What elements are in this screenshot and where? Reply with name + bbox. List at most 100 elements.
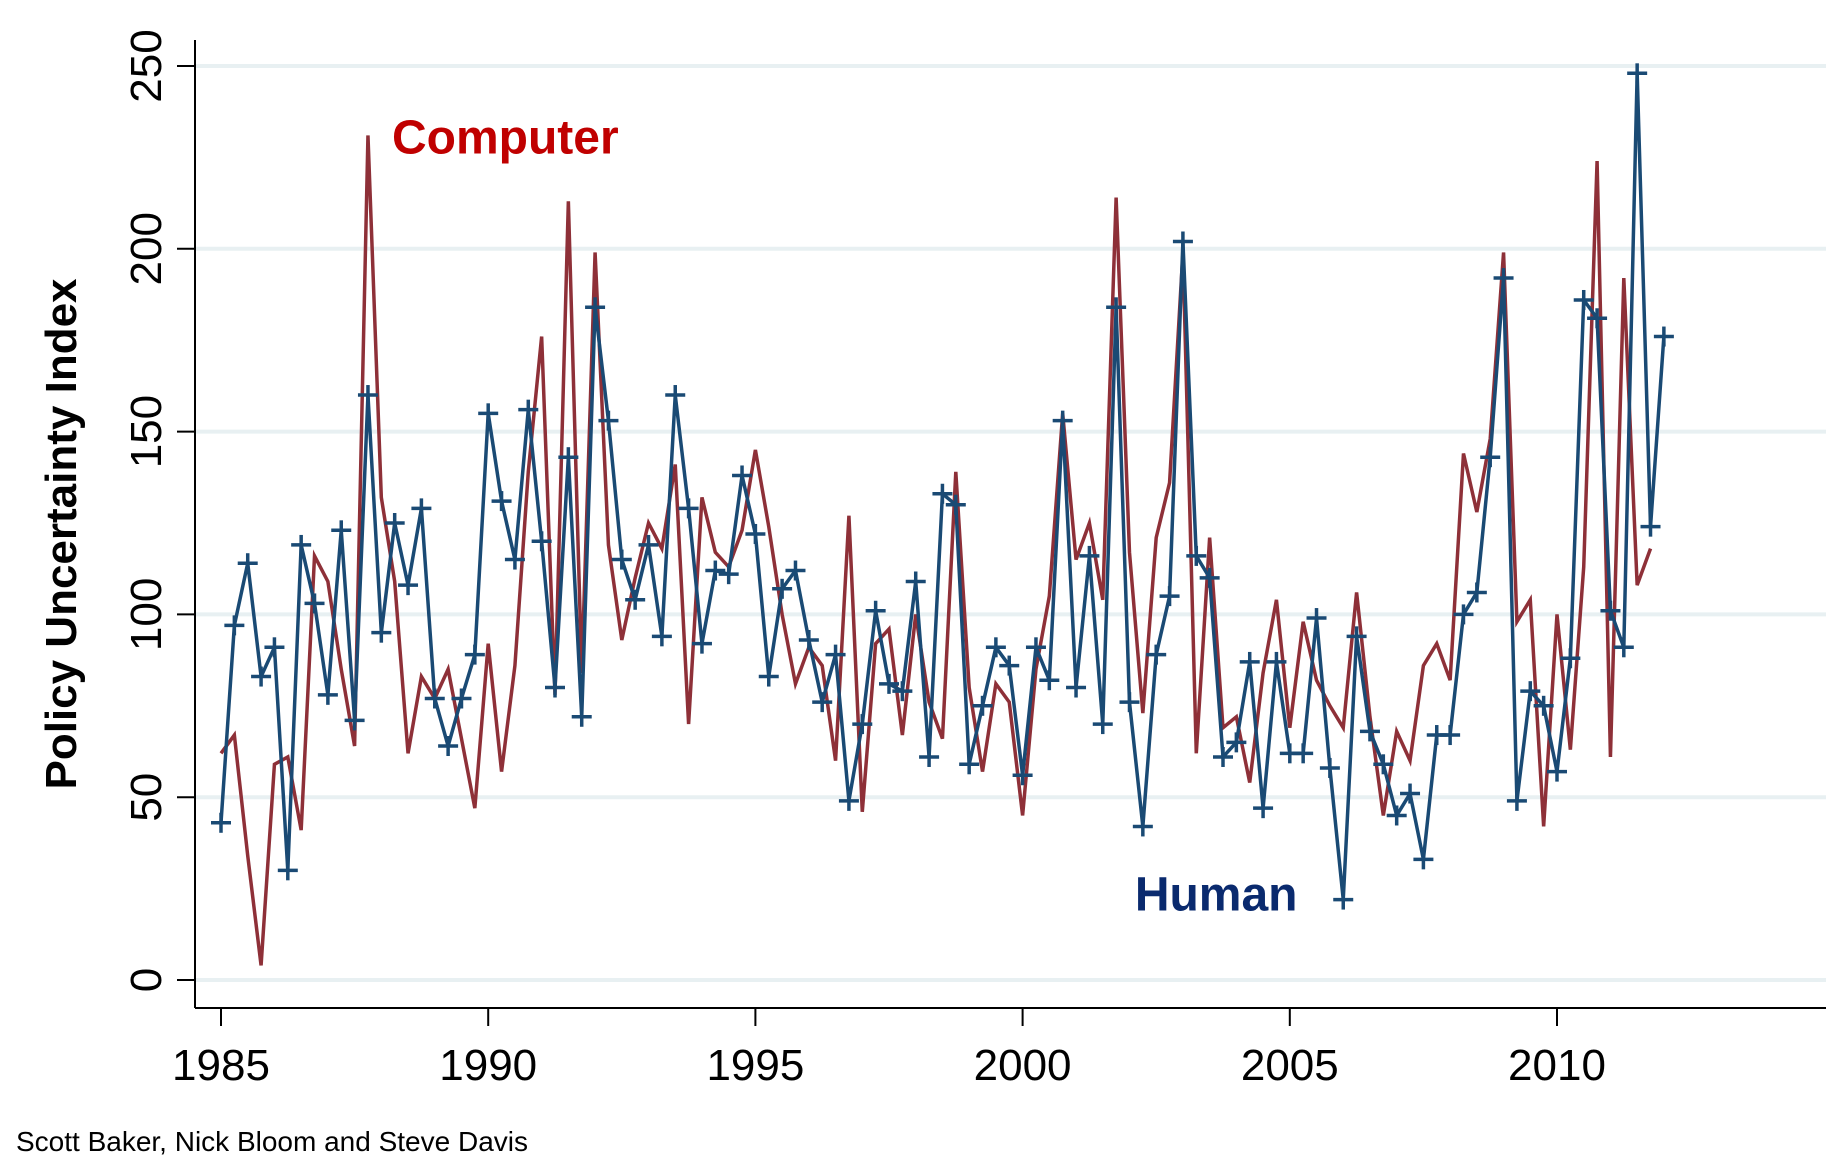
x-tick-label: 2010 (1508, 1041, 1606, 1090)
data-point-marker (999, 655, 1020, 676)
data-point-marker (919, 746, 940, 767)
data-point-marker (1547, 761, 1567, 782)
data-point-marker (625, 589, 646, 610)
data-point-marker (277, 860, 298, 881)
data-point-marker (1386, 805, 1407, 826)
data-point-marker (1039, 670, 1060, 691)
data-point-marker (1453, 604, 1474, 625)
data-point-marker (959, 754, 980, 775)
data-point-marker (1253, 798, 1274, 819)
data-point-marker (384, 513, 405, 533)
x-tick-label: 2005 (1241, 1041, 1339, 1090)
data-point-marker (838, 790, 859, 811)
data-point-marker (1239, 651, 1260, 672)
data-point-marker (1613, 637, 1634, 658)
data-point-marker (611, 549, 632, 570)
data-point-marker (852, 714, 873, 735)
data-point-marker (945, 494, 966, 515)
data-point-marker (905, 571, 926, 592)
data-point-marker (651, 626, 672, 647)
data-point-marker (1400, 783, 1421, 804)
data-point-marker (1213, 746, 1233, 767)
data-point-marker (1440, 725, 1461, 746)
data-point-marker (1587, 308, 1608, 329)
data-point-marker (705, 560, 726, 581)
data-point-marker (1506, 790, 1527, 811)
data-point-marker (1146, 644, 1167, 665)
data-point-marker (665, 385, 686, 406)
data-point-marker (1066, 677, 1087, 698)
data-point-marker (1533, 695, 1554, 716)
data-point-marker (558, 447, 579, 468)
data-point-marker (331, 520, 352, 541)
series-human (211, 63, 1674, 910)
x-tick-label: 1985 (172, 1041, 270, 1090)
data-point-marker (518, 399, 539, 420)
data-point-marker (1600, 600, 1621, 621)
data-point-marker (317, 684, 338, 705)
data-point-marker (798, 629, 819, 650)
data-point-marker (892, 681, 913, 702)
data-point-marker (865, 600, 886, 621)
data-point-marker (1226, 732, 1247, 753)
data-point-marker (451, 688, 472, 709)
series-computer (219, 135, 1653, 966)
data-point-marker (304, 593, 325, 614)
data-point-marker (1186, 545, 1207, 566)
gridlines (195, 64, 1826, 982)
data-point-marker (1520, 681, 1541, 702)
data-point-marker (211, 812, 231, 833)
data-point-marker (1560, 648, 1581, 669)
y-axis-label: Policy Uncertainty Index (37, 278, 86, 790)
data-point-marker (424, 688, 445, 709)
data-point-marker (1359, 721, 1380, 742)
data-point-marker (1172, 231, 1193, 252)
data-point-marker (598, 410, 619, 431)
data-point-marker (638, 534, 659, 555)
y-tick-label: 50 (122, 773, 171, 822)
data-point-marker (678, 498, 699, 519)
data-point-marker (545, 677, 565, 698)
series-layer (211, 63, 1674, 966)
data-point-marker (772, 578, 793, 599)
data-point-marker (1052, 410, 1073, 431)
y-tick-label: 150 (122, 395, 171, 468)
data-point-marker (531, 531, 552, 552)
data-point-marker (491, 491, 512, 512)
y-ticks: 0 50 100 150 200 250 (122, 29, 195, 992)
data-point-marker (1573, 289, 1594, 310)
data-point-marker (398, 575, 419, 596)
data-point-marker (812, 692, 833, 713)
data-point-marker (732, 465, 753, 486)
x-tick-label: 1995 (706, 1041, 804, 1090)
axes (194, 40, 1826, 1009)
x-tick-label: 2000 (974, 1041, 1072, 1090)
data-point-marker (745, 523, 766, 544)
author-credit: Scott Baker, Nick Bloom and Steve Davis (16, 1126, 528, 1157)
y-tick-label: 0 (122, 968, 171, 992)
data-point-marker (1079, 545, 1100, 566)
x-ticks: 1985 1990 1995 2000 2005 2010 (172, 1008, 1606, 1090)
data-point-marker (1159, 586, 1180, 607)
data-point-marker (438, 736, 459, 757)
data-point-marker (691, 633, 712, 654)
data-point-marker (1266, 651, 1287, 672)
data-point-marker (1132, 816, 1153, 837)
data-point-marker (1319, 757, 1340, 778)
annotations: Computer Human (392, 112, 1298, 922)
data-point-marker (1653, 326, 1674, 347)
data-point-marker (1199, 567, 1220, 588)
y-tick-label: 100 (122, 578, 171, 651)
y-tick-label: 250 (122, 29, 171, 102)
data-point-marker (1480, 447, 1501, 468)
data-point-marker (1493, 268, 1514, 289)
data-point-marker (1025, 637, 1046, 658)
data-point-marker (1333, 889, 1354, 910)
data-point-marker (411, 498, 432, 519)
data-point-marker (357, 385, 378, 406)
series-line-computer (219, 135, 1653, 966)
data-point-marker (237, 553, 258, 574)
annotation-computer: Computer (392, 112, 619, 165)
x-tick-label: 1990 (439, 1041, 537, 1090)
data-point-marker (1346, 626, 1367, 647)
